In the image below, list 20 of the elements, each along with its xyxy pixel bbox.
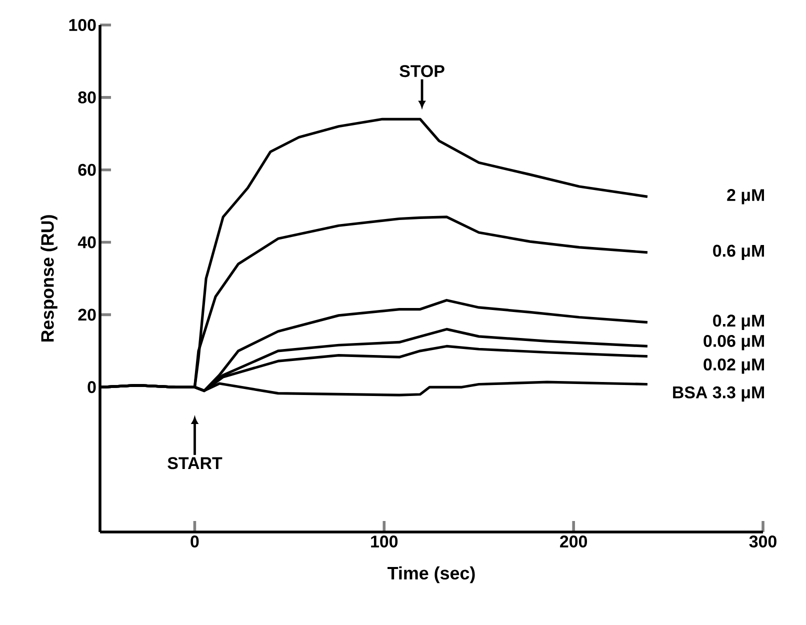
y-tick-label: 0: [88, 381, 96, 394]
x-tick-label: 100: [371, 536, 398, 548]
x-axis-title: Time (sec): [388, 566, 475, 584]
text: 0.6 μM: [713, 244, 764, 260]
x-tick-label: 200: [560, 536, 587, 548]
y-tick-label: 40: [78, 236, 96, 248]
text: 0.02 μM: [704, 358, 764, 374]
y-tick-label: 100: [69, 19, 96, 31]
text: 2 μM: [727, 189, 764, 204]
annotation: START: [168, 457, 222, 470]
y-tick-label: 60: [78, 164, 96, 176]
text: 0.06 μM: [704, 334, 764, 350]
series-label: BSA 3.3 μM: [673, 386, 764, 402]
x-tick-label: 300: [749, 536, 776, 548]
y-axis-title: Response (RU): [40, 215, 58, 342]
x-tick-label: 0: [190, 536, 199, 548]
y-tick-label: 20: [78, 308, 96, 321]
annotation: STOP: [400, 65, 444, 78]
y-tick-label: 80: [78, 91, 96, 104]
text: 0.2 μM: [713, 314, 764, 330]
